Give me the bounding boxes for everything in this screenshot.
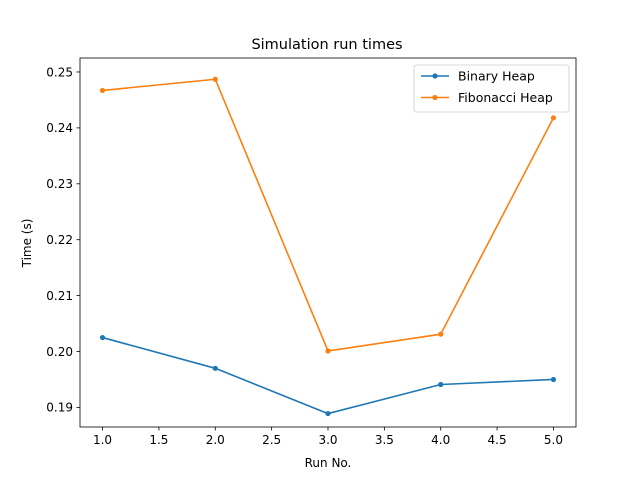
plot-area <box>80 58 576 427</box>
series-binary-heap <box>99 334 557 417</box>
legend: Binary Heap Fibonacci Heap <box>413 64 570 113</box>
x-tick-label: 1.5 <box>149 433 168 447</box>
series-fibonacci-heap <box>99 76 557 354</box>
legend-item: Fibonacci Heap <box>421 90 553 105</box>
x-tick-label: 3.0 <box>318 433 337 447</box>
y-tick-label: 0.21 <box>46 289 73 303</box>
legend-item: Binary Heap <box>421 69 535 84</box>
y-axis-label: Time (s) <box>20 219 34 269</box>
data-point <box>325 348 331 354</box>
y-tick-label: 0.20 <box>46 345 73 359</box>
data-point <box>438 331 444 337</box>
y-tick-label: 0.25 <box>46 65 73 79</box>
data-point <box>325 410 331 417</box>
chart-title: Simulation run times <box>251 37 402 53</box>
y-tick-label: 0.23 <box>46 177 73 191</box>
data-point <box>212 365 218 371</box>
data-point <box>99 87 106 94</box>
data-point <box>212 76 218 82</box>
series-layer <box>99 76 557 417</box>
data-point <box>99 334 106 341</box>
legend-label: Binary Heap <box>458 69 535 84</box>
x-axis-label: Run No. <box>305 456 352 470</box>
legend-swatch-marker <box>432 73 438 79</box>
y-tick-label: 0.24 <box>46 121 73 135</box>
x-tick-label: 5.0 <box>544 433 563 447</box>
x-axis-ticks: 1.0 1.5 2.0 2.5 3.0 3.5 4.0 4.5 5.0 <box>93 427 563 447</box>
legend-swatch-marker <box>432 94 438 101</box>
x-tick-label: 2.0 <box>206 433 225 447</box>
axes-frame <box>79 57 577 428</box>
x-tick-label: 1.0 <box>93 433 112 447</box>
x-tick-label: 2.5 <box>262 433 281 447</box>
plot-background <box>80 58 576 427</box>
data-point <box>550 115 557 121</box>
legend-label: Fibonacci Heap <box>458 90 553 105</box>
data-point <box>438 381 444 388</box>
data-point <box>550 376 557 383</box>
y-axis-ticks: 0.19 0.20 0.21 0.22 0.23 0.24 0.25 <box>46 65 80 415</box>
x-tick-label: 3.5 <box>375 433 394 447</box>
legend-box <box>413 64 570 113</box>
y-tick-label: 0.19 <box>46 401 73 415</box>
x-tick-label: 4.5 <box>488 433 507 447</box>
x-tick-label: 4.0 <box>431 433 450 447</box>
y-tick-label: 0.22 <box>46 233 73 247</box>
